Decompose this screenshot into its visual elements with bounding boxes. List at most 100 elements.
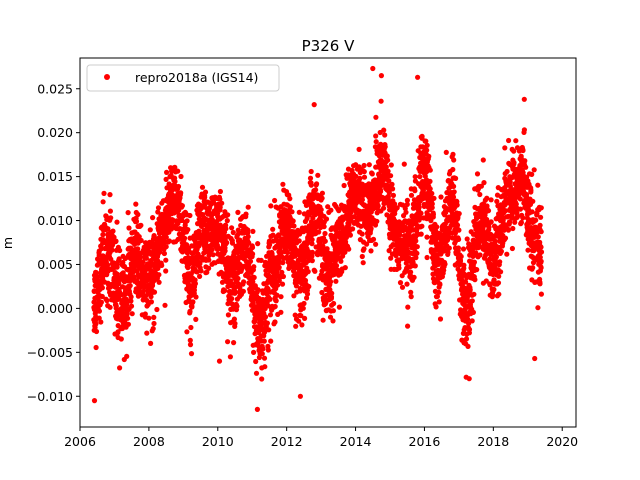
data-point bbox=[462, 299, 468, 305]
data-point bbox=[319, 190, 325, 196]
data-point bbox=[258, 257, 264, 263]
data-point bbox=[537, 222, 543, 228]
data-point bbox=[523, 164, 529, 170]
data-point bbox=[388, 162, 394, 168]
data-point bbox=[360, 260, 366, 266]
data-point bbox=[404, 197, 410, 203]
data-point bbox=[193, 316, 199, 322]
data-point bbox=[209, 247, 215, 253]
data-point bbox=[224, 240, 230, 246]
data-point bbox=[538, 258, 544, 264]
data-point bbox=[199, 184, 206, 190]
data-point bbox=[184, 218, 190, 224]
data-point bbox=[538, 291, 545, 297]
data-point bbox=[259, 376, 265, 382]
data-point bbox=[338, 258, 344, 264]
data-point bbox=[408, 289, 414, 295]
data-point bbox=[151, 320, 157, 327]
data-point bbox=[236, 281, 242, 287]
data-point bbox=[418, 210, 424, 216]
data-point bbox=[517, 206, 524, 212]
data-point bbox=[463, 336, 470, 342]
data-point bbox=[531, 167, 537, 173]
data-point bbox=[382, 132, 388, 138]
data-point bbox=[424, 234, 430, 240]
data-point bbox=[460, 246, 467, 252]
data-point bbox=[347, 232, 353, 238]
data-point bbox=[373, 241, 379, 247]
data-point bbox=[107, 208, 113, 214]
data-point bbox=[108, 215, 114, 221]
data-point bbox=[179, 203, 185, 209]
data-point bbox=[235, 209, 241, 215]
data-point bbox=[302, 277, 309, 284]
y-tick-label: 0.005 bbox=[37, 257, 73, 272]
data-point bbox=[424, 142, 430, 148]
data-point bbox=[163, 176, 169, 182]
data-point bbox=[386, 189, 392, 196]
data-point bbox=[101, 190, 107, 196]
data-point bbox=[506, 137, 512, 144]
data-point bbox=[453, 175, 459, 181]
data-point bbox=[529, 209, 535, 215]
data-point bbox=[291, 293, 297, 299]
data-point bbox=[361, 162, 367, 169]
data-point bbox=[251, 264, 257, 270]
data-point bbox=[451, 189, 457, 195]
data-point bbox=[488, 197, 494, 203]
data-point bbox=[297, 393, 303, 399]
y-tick-label: 0.015 bbox=[37, 169, 73, 184]
data-point bbox=[342, 265, 348, 271]
data-point bbox=[533, 217, 539, 223]
data-point bbox=[210, 252, 216, 258]
data-point bbox=[315, 172, 321, 178]
data-point bbox=[463, 279, 469, 285]
data-point bbox=[386, 248, 392, 254]
data-point bbox=[114, 219, 120, 225]
data-point bbox=[378, 157, 384, 163]
data-point bbox=[504, 168, 510, 175]
data-point bbox=[241, 279, 247, 285]
data-point bbox=[140, 288, 146, 294]
data-point bbox=[245, 227, 251, 233]
data-point bbox=[135, 246, 141, 252]
data-point bbox=[418, 231, 424, 237]
data-point bbox=[156, 272, 162, 278]
data-point bbox=[416, 204, 422, 210]
data-point bbox=[140, 259, 146, 265]
data-point bbox=[413, 255, 419, 261]
data-point bbox=[392, 201, 398, 207]
data-point bbox=[270, 238, 276, 244]
data-point bbox=[454, 202, 460, 208]
data-point bbox=[276, 232, 282, 238]
data-point bbox=[485, 208, 492, 214]
data-point bbox=[509, 245, 515, 252]
data-point bbox=[302, 315, 308, 321]
x-tick-label: 2012 bbox=[271, 434, 303, 449]
data-point bbox=[385, 193, 391, 199]
data-point bbox=[472, 277, 478, 283]
data-point bbox=[146, 315, 152, 321]
data-point bbox=[469, 298, 475, 304]
data-point bbox=[93, 344, 99, 351]
data-point bbox=[99, 285, 105, 291]
data-point bbox=[321, 224, 327, 230]
data-point bbox=[336, 208, 342, 214]
data-point bbox=[217, 204, 223, 210]
data-point bbox=[465, 292, 471, 298]
data-point bbox=[148, 294, 154, 300]
data-point bbox=[437, 282, 443, 288]
data-point bbox=[404, 201, 410, 207]
data-point bbox=[280, 273, 286, 280]
data-point bbox=[161, 250, 167, 257]
data-point bbox=[412, 263, 418, 269]
data-point bbox=[434, 224, 440, 230]
y-tick-label: 0.010 bbox=[37, 213, 73, 228]
data-point bbox=[330, 318, 336, 324]
data-point bbox=[350, 226, 356, 232]
data-point bbox=[470, 309, 476, 315]
data-point bbox=[434, 293, 440, 299]
data-point bbox=[464, 236, 470, 242]
data-point bbox=[225, 212, 231, 218]
data-point bbox=[107, 192, 113, 198]
